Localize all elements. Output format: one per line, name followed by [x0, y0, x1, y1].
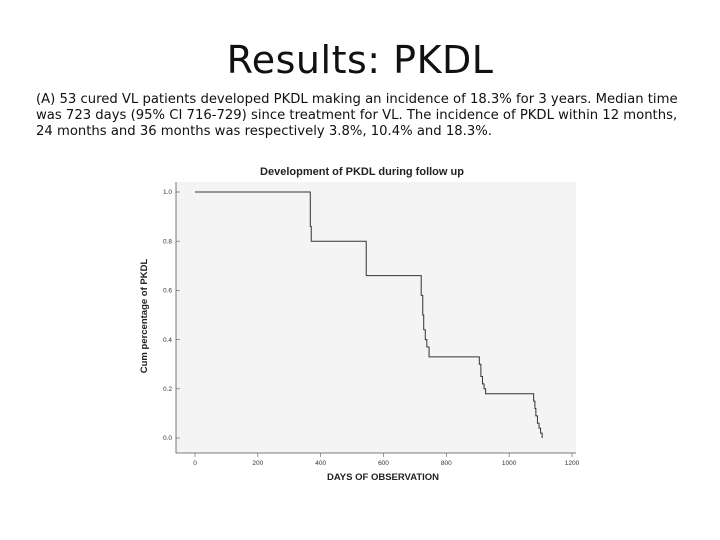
chart-title: Development of PKDL during follow up — [260, 166, 464, 178]
survival-chart: Development of PKDL during follow up 0 20… — [139, 166, 580, 483]
x-tick-label: 800 — [441, 460, 452, 467]
slide-body-text: (A) 53 cured VL patients developed PKDL … — [36, 92, 678, 139]
y-tick-label: 0.6 — [163, 288, 172, 295]
y-tick-label: 0.0 — [163, 435, 172, 442]
x-axis-label: DAYS OF OBSERVATION — [327, 472, 439, 483]
y-tick-label: 0.2 — [163, 386, 172, 393]
x-tick-label: 600 — [378, 460, 389, 467]
x-tick-label: 1200 — [565, 460, 580, 467]
x-tick-label: 1000 — [502, 460, 517, 467]
axes — [175, 182, 576, 457]
series-layer — [195, 191, 543, 438]
slide-title: Results: PKDL — [226, 38, 494, 82]
y-axis-label: Cum percentage of PKDL — [139, 259, 150, 374]
y-tick-label: 0.4 — [163, 337, 172, 344]
x-tick-label: 0 — [193, 460, 197, 467]
y-tick-label: 0.8 — [163, 238, 172, 245]
tick-labels: 0 200 400 600 800 1000 1200 0.0 0.2 0.4 0.6 0.8 1.0 — [163, 189, 580, 467]
plot-area — [176, 182, 576, 453]
series-line — [195, 191, 543, 438]
x-tick-label: 200 — [252, 460, 263, 467]
x-tick-label: 400 — [315, 460, 326, 467]
y-tick-label: 1.0 — [163, 189, 172, 196]
